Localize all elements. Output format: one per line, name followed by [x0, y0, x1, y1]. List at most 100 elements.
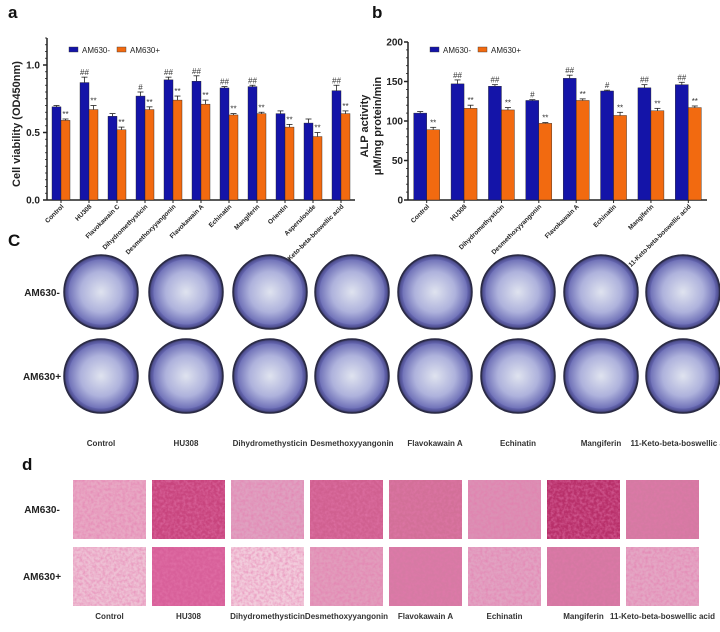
x-tick-label: Control: [44, 203, 65, 224]
micrograph-texture: [468, 480, 541, 539]
well-rim: [565, 256, 637, 328]
well-column-label: HU308: [174, 439, 199, 448]
significance-mark: **: [90, 97, 96, 106]
bar: [191, 80, 202, 201]
bar: [228, 114, 239, 201]
alp-well-image: [563, 254, 639, 330]
well-row-label: AM630-: [24, 288, 60, 299]
legend-label: AM630+: [491, 46, 521, 55]
well-rim: [65, 340, 137, 412]
significance-mark: **: [314, 124, 320, 133]
micrograph-texture: [389, 480, 462, 539]
micrograph-texture: [231, 547, 304, 606]
significance-mark: **: [286, 115, 292, 124]
bar: [135, 95, 146, 201]
well-rim: [565, 340, 637, 412]
significance-mark: **: [202, 91, 208, 100]
well-rim: [482, 256, 554, 328]
legend-swatch: [477, 46, 488, 53]
well-column-label: Control: [87, 439, 115, 448]
well-rim: [234, 340, 306, 412]
significance-mark: #: [138, 83, 143, 92]
significance-mark: **: [654, 99, 660, 108]
bar: [51, 106, 62, 201]
image-column-label: Desmethoxyyangonin: [305, 612, 388, 621]
x-tick-label: HU308: [74, 203, 94, 223]
well-rim: [647, 340, 719, 412]
significance-mark: ##: [490, 76, 499, 85]
significance-mark: ##: [640, 76, 649, 85]
bar: [312, 136, 323, 201]
bar: [144, 109, 155, 201]
bar: [575, 100, 590, 201]
well-column-label: Flavokawain A: [407, 439, 463, 448]
bar: [426, 129, 440, 201]
significance-mark: **: [258, 103, 264, 112]
bar: [88, 109, 99, 201]
image-row-label: AM630+: [23, 572, 61, 583]
bar: [340, 113, 351, 201]
x-tick-label: Echinatin: [592, 203, 618, 229]
alp-well-image: [397, 254, 473, 330]
bar: [79, 82, 90, 201]
alp-well-image: [63, 254, 139, 330]
significance-mark: **: [430, 118, 436, 127]
well-rim: [316, 340, 388, 412]
alp-well-image: [148, 254, 224, 330]
alp-well-image: [232, 338, 308, 414]
well-row-label: AM630+: [23, 372, 61, 383]
legend-swatch: [68, 46, 79, 53]
well-rim: [399, 340, 471, 412]
bar: [200, 103, 211, 201]
alp-well-image: [645, 338, 720, 414]
bar: [256, 113, 267, 201]
micrograph-texture: [547, 547, 620, 606]
well-column-label: Mangiferin: [581, 439, 622, 448]
image-column-label: Mangiferin: [563, 612, 604, 621]
micrograph-texture: [152, 547, 225, 606]
well-rim: [647, 256, 719, 328]
bar: [247, 86, 258, 201]
legend-label: AM630-: [443, 46, 471, 55]
bar: [613, 115, 627, 201]
micrograph-texture: [389, 547, 462, 606]
image-column-label: Echinatin: [486, 612, 522, 621]
image-column-label: HU308: [176, 612, 201, 621]
y-tick-label: 0.0: [26, 196, 40, 207]
alp-well-image: [480, 338, 556, 414]
image-row-label: AM630-: [24, 505, 60, 516]
bar: [650, 110, 665, 201]
significance-mark: **: [692, 97, 698, 106]
alp-well-image: [563, 338, 639, 414]
micrograph-texture: [231, 480, 304, 539]
panel-label-b: b: [372, 3, 382, 22]
well-rim: [234, 256, 306, 328]
panel-label-a: a: [8, 3, 18, 22]
bar: [562, 78, 577, 201]
bar: [600, 90, 614, 201]
well-rim: [482, 340, 554, 412]
y-tick-label: 100: [386, 117, 403, 128]
image-column-label: Control: [95, 612, 123, 621]
bar: [525, 100, 540, 201]
alp-well-image: [148, 338, 224, 414]
legend-label: AM630-: [82, 46, 110, 55]
panel-label-d: d: [22, 455, 32, 474]
y-tick-label: 200: [386, 38, 403, 49]
bar: [303, 122, 314, 201]
bar: [60, 120, 71, 201]
well-column-label: 11-Keto-beta-boswellic acid: [631, 439, 720, 448]
bar: [413, 112, 427, 201]
bar: [450, 83, 465, 201]
x-tick-label: HU308: [449, 203, 469, 223]
legend-label: AM630+: [130, 46, 160, 55]
significance-mark: ##: [192, 67, 201, 76]
micrograph-texture: [547, 480, 620, 539]
well-rim: [65, 256, 137, 328]
significance-mark: ##: [80, 68, 89, 77]
significance-mark: **: [342, 102, 348, 111]
y-tick-label: 0: [397, 196, 403, 207]
y-tick-label: 1.0: [26, 61, 40, 72]
